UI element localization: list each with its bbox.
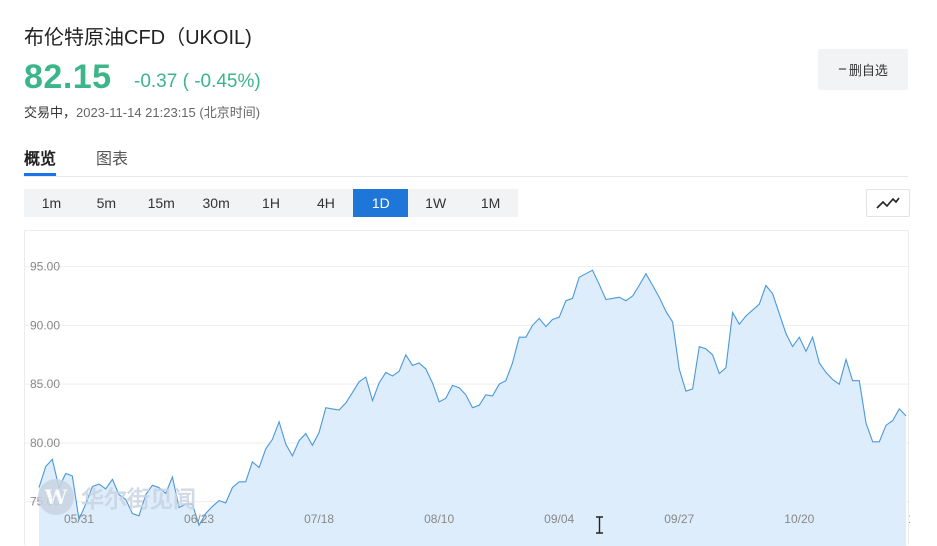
price-change: -0.37 ( -0.45%) xyxy=(134,71,261,92)
x-tick-label: 05/31 xyxy=(64,512,94,526)
watermark-logo-icon: W xyxy=(44,485,68,509)
status-label: 交易中， xyxy=(24,105,77,120)
x-tick-label: 06/23 xyxy=(184,512,214,526)
x-tick-label: 09/27 xyxy=(664,512,694,526)
tab-chart[interactable]: 图表 xyxy=(96,151,129,168)
period-5m[interactable]: 5m xyxy=(96,195,117,211)
period-selector: 1m 5m 15m 30m 1H 4H 1D 1W 1M xyxy=(24,189,518,217)
text-cursor-icon xyxy=(596,516,603,534)
period-30m[interactable]: 30m xyxy=(202,195,230,211)
period-1w[interactable]: 1W xyxy=(425,195,447,211)
period-15m[interactable]: 15m xyxy=(147,195,175,211)
tab-bar: 概览 图表 xyxy=(24,140,908,177)
y-tick-label: 95.00 xyxy=(30,260,60,274)
period-1d[interactable]: 1D xyxy=(353,189,409,217)
y-tick-label: 90.00 xyxy=(30,318,60,332)
tab-overview[interactable]: 概览 xyxy=(24,151,57,168)
watermark-text: 华尔街见闻 xyxy=(81,486,196,513)
remove-watchlist-button[interactable]: − 删自选 xyxy=(818,49,908,90)
remove-watchlist-label: 删自选 xyxy=(848,63,888,78)
line-chart-icon xyxy=(876,197,900,209)
y-tick-label: 80.00 xyxy=(30,436,60,450)
period-1mo[interactable]: 1M xyxy=(480,195,501,211)
price-line xyxy=(38,269,907,527)
instrument-title: 布伦特原油CFD（UKOIL) xyxy=(24,27,252,49)
period-4h[interactable]: 4H xyxy=(316,195,335,211)
active-tab-indicator xyxy=(24,173,56,176)
x-tick-label: 11/1 xyxy=(908,512,910,526)
watermark: W 华尔街见闻 xyxy=(38,479,196,515)
period-1h[interactable]: 1H xyxy=(262,195,280,211)
chart-type-button[interactable] xyxy=(866,189,910,217)
minus-icon: − xyxy=(838,61,847,78)
x-tick-label: 09/04 xyxy=(544,512,574,526)
period-1m[interactable]: 1m xyxy=(41,195,62,211)
y-tick-label: 85.00 xyxy=(30,377,60,391)
trading-status: 交易中，2023-11-14 21:23:15 (北京时间) xyxy=(24,102,260,121)
x-tick-label: 07/18 xyxy=(304,512,334,526)
x-tick-label: 08/10 xyxy=(424,512,454,526)
current-price: 82.15 xyxy=(24,58,112,96)
status-timestamp: 2023-11-14 21:23:15 (北京时间) xyxy=(76,105,261,120)
x-tick-label: 10/20 xyxy=(784,512,814,526)
